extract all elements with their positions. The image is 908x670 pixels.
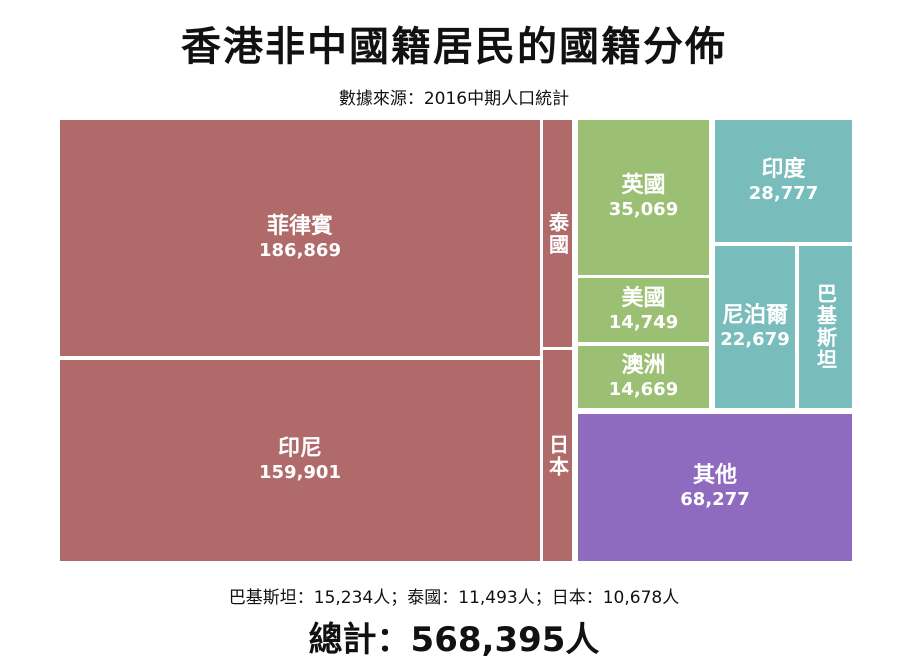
tile-value: 159,901 [259, 462, 341, 484]
tile-name: 泰國 [545, 211, 570, 256]
tile-value: 22,679 [720, 328, 790, 350]
treemap-tile: 美國 14,749 [578, 278, 709, 342]
tile-value: 28,777 [748, 182, 819, 204]
treemap-tile: 其他 68,277 [578, 414, 852, 561]
treemap-tile: 印尼 159,901 [60, 360, 540, 561]
tile-value: 186,869 [259, 239, 341, 261]
tile-name: 菲律賓 [266, 213, 333, 239]
tile-name: 尼泊爾 [721, 302, 788, 328]
total-label: 總計：568,395人 [308, 620, 600, 660]
treemap-tile: 尼泊爾 22,679 [715, 246, 795, 408]
tile-value: 35,069 [608, 199, 679, 221]
footnote: 巴基斯坦：15,234人；泰國：11,493人；日本：10,678人 [228, 588, 680, 608]
tile-name: 其他 [692, 463, 737, 489]
tile-value: 68,277 [680, 489, 750, 511]
treemap-tile: 英國 35,069 [578, 120, 709, 275]
tile-name: 印尼 [277, 436, 322, 462]
tile-name: 澳洲 [621, 352, 666, 378]
treemap-tile: 日本 [543, 350, 572, 561]
treemap-tile: 澳洲 14,669 [578, 346, 709, 408]
treemap-tile: 菲律賓 186,869 [60, 120, 540, 356]
chart-subtitle: 數據來源：2016中期人口統計 [338, 89, 570, 109]
tile-name: 巴基斯坦 [813, 283, 838, 371]
tile-name: 英國 [621, 173, 666, 199]
tile-value: 14,749 [608, 311, 679, 333]
tile-value: 14,669 [608, 378, 679, 400]
chart-title: 香港非中國籍居民的國籍分佈 [181, 24, 727, 70]
tile-name: 日本 [545, 433, 570, 478]
tile-name: 印度 [761, 156, 806, 182]
treemap-tile: 巴基斯坦 [799, 246, 852, 408]
treemap-tile: 印度 28,777 [715, 120, 852, 242]
treemap-tile: 泰國 [543, 120, 572, 347]
tile-name: 美國 [621, 285, 666, 311]
